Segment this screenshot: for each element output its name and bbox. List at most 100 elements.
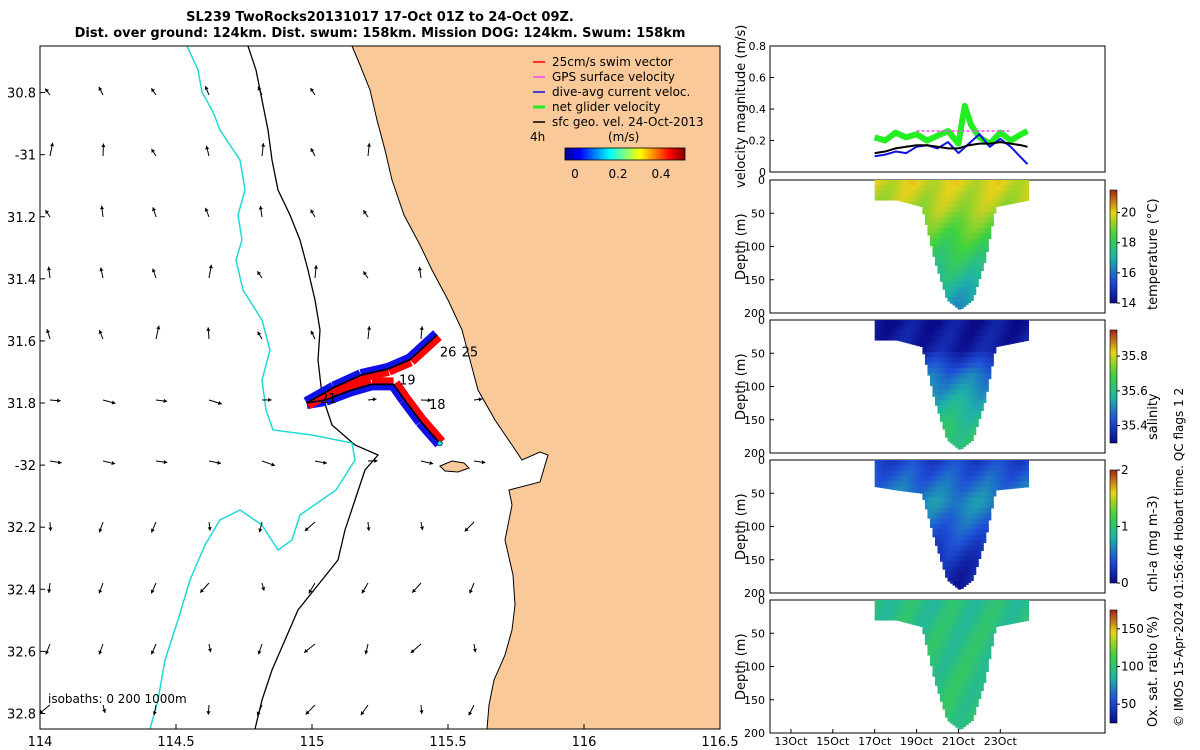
section-cell <box>932 351 937 358</box>
section-cell <box>937 185 942 192</box>
section-cell <box>907 475 911 482</box>
section-cell <box>940 265 944 272</box>
section-cell <box>975 513 979 520</box>
section-cell <box>907 470 911 477</box>
section-cell <box>952 243 957 250</box>
section-cell <box>962 367 967 374</box>
section-cell <box>980 486 984 493</box>
land-area <box>352 46 720 729</box>
day-label: 19 <box>399 373 416 388</box>
section-cell <box>897 475 901 482</box>
section-cell <box>950 555 954 562</box>
section-cell <box>947 470 952 477</box>
section-cell <box>924 615 929 622</box>
current-vector-head <box>207 648 212 653</box>
section-cell <box>1005 610 1009 617</box>
section-cell <box>887 600 891 606</box>
section-cell <box>950 539 954 546</box>
section-x-axis: 13Oct 15Oct 17Oct 19Oct 21Oct 23Oct <box>774 729 1018 748</box>
section-cell <box>909 330 914 337</box>
section-cell <box>892 460 896 466</box>
section-cell <box>962 642 967 649</box>
section-cell <box>977 502 982 509</box>
section-cell <box>982 217 987 224</box>
section-cell <box>960 663 964 670</box>
current-vector-head <box>102 709 107 713</box>
section-cell <box>884 190 889 197</box>
section-cell <box>937 405 942 412</box>
section-cell <box>957 185 962 192</box>
section-cell <box>934 529 939 536</box>
section-cell <box>942 201 947 208</box>
section-cell <box>982 539 987 544</box>
section-cell <box>972 367 977 374</box>
section-cell <box>967 394 972 401</box>
section-cell <box>1010 621 1014 624</box>
section-cell <box>932 330 937 337</box>
section-cell <box>957 679 962 686</box>
section-cell <box>980 518 984 525</box>
section-cell <box>947 621 952 628</box>
section-cell <box>934 399 939 406</box>
section-cell <box>1020 185 1025 192</box>
section-cell <box>940 249 944 256</box>
section-cell <box>982 259 987 264</box>
section-cell <box>945 663 949 670</box>
section-cell <box>975 626 979 633</box>
section-cell <box>927 647 932 654</box>
section-cell <box>967 190 972 197</box>
section-cell <box>942 491 947 498</box>
current-vector-head <box>257 271 262 276</box>
section-cell <box>940 658 944 665</box>
section-cell <box>952 571 957 578</box>
section-cell <box>1002 185 1007 192</box>
section-cell <box>945 502 949 509</box>
section-cell <box>950 217 954 224</box>
section-cell <box>940 647 944 654</box>
section-cell <box>995 341 999 347</box>
section-cell <box>892 190 896 197</box>
section-cell <box>952 605 957 612</box>
section-cell <box>892 465 896 472</box>
section-cell <box>947 233 952 240</box>
section-cell <box>934 460 939 466</box>
section-cell <box>897 335 901 341</box>
section-cell <box>977 362 982 369</box>
section-cell <box>985 507 989 514</box>
section-cell <box>947 460 952 466</box>
section-cell <box>884 325 889 332</box>
section-cell <box>940 663 944 670</box>
section-cell <box>967 491 972 498</box>
section-cell <box>1012 325 1017 332</box>
section-cell <box>882 330 886 337</box>
section-cell <box>929 475 934 482</box>
section-cell <box>952 431 957 438</box>
section-cell <box>947 518 952 525</box>
section-cell <box>937 394 942 401</box>
section-cell <box>972 275 977 282</box>
section-cell <box>914 470 919 477</box>
section-cell <box>937 486 942 493</box>
section-cell <box>937 335 942 342</box>
section-cell <box>957 727 962 730</box>
section-cell <box>967 431 972 438</box>
section-cell <box>914 195 919 202</box>
section-cell <box>957 394 962 401</box>
section-cell <box>907 190 911 197</box>
section-cell <box>945 217 949 224</box>
section-cell <box>929 502 934 509</box>
section-cell <box>937 529 942 536</box>
section-cell <box>972 190 977 197</box>
section-cell <box>955 566 959 573</box>
section-cell <box>955 600 959 606</box>
section-cell <box>967 679 972 686</box>
section-cell <box>950 362 954 369</box>
section-cell <box>945 610 949 617</box>
section-cell <box>932 507 937 514</box>
section-cell <box>912 605 916 612</box>
section-cell <box>962 330 967 337</box>
section-cell <box>957 275 962 282</box>
section-cell <box>889 185 894 192</box>
section-cell <box>967 534 972 541</box>
section-cell <box>919 605 924 612</box>
